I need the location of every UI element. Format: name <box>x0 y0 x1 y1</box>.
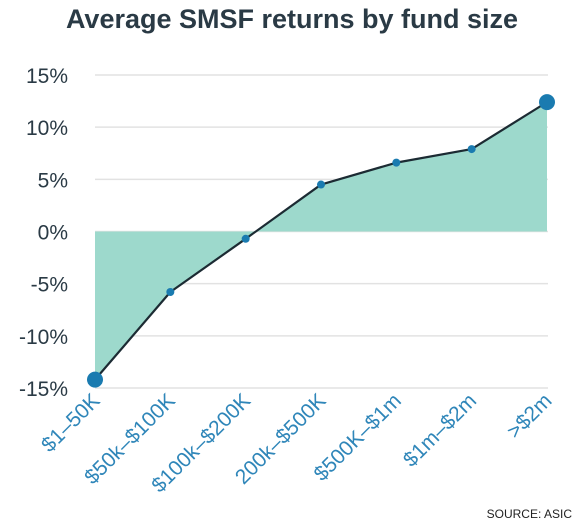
data-point <box>467 145 476 154</box>
data-point <box>241 234 250 243</box>
x-axis-ticks: $1–50K$50k–$100K$100k–$200K200k–$500K$50… <box>37 389 556 497</box>
x-tick-label: $1m–$2m <box>399 389 481 471</box>
y-tick-label: 10% <box>26 117 68 140</box>
chart-title: Average SMSF returns by fund size <box>65 4 519 34</box>
data-point <box>539 94 555 111</box>
x-tick-label: >$2m <box>503 389 557 443</box>
data-point <box>392 158 401 167</box>
y-axis-ticks: 15% 10% 5% 0% -5% -10% -15% <box>19 65 68 401</box>
area-fill <box>95 102 547 380</box>
data-point <box>87 371 103 388</box>
y-tick-label: 5% <box>38 169 68 192</box>
area-layer <box>95 102 547 380</box>
y-tick-label: 0% <box>38 222 68 245</box>
y-tick-label: -15% <box>19 378 68 401</box>
y-tick-label: -10% <box>19 326 68 349</box>
source-note: SOURCE: ASIC <box>486 507 572 521</box>
data-point <box>317 180 325 189</box>
data-point <box>166 288 175 297</box>
marker-layer <box>87 94 555 388</box>
y-tick-label: -5% <box>31 274 68 297</box>
y-tick-label: 15% <box>26 65 68 88</box>
